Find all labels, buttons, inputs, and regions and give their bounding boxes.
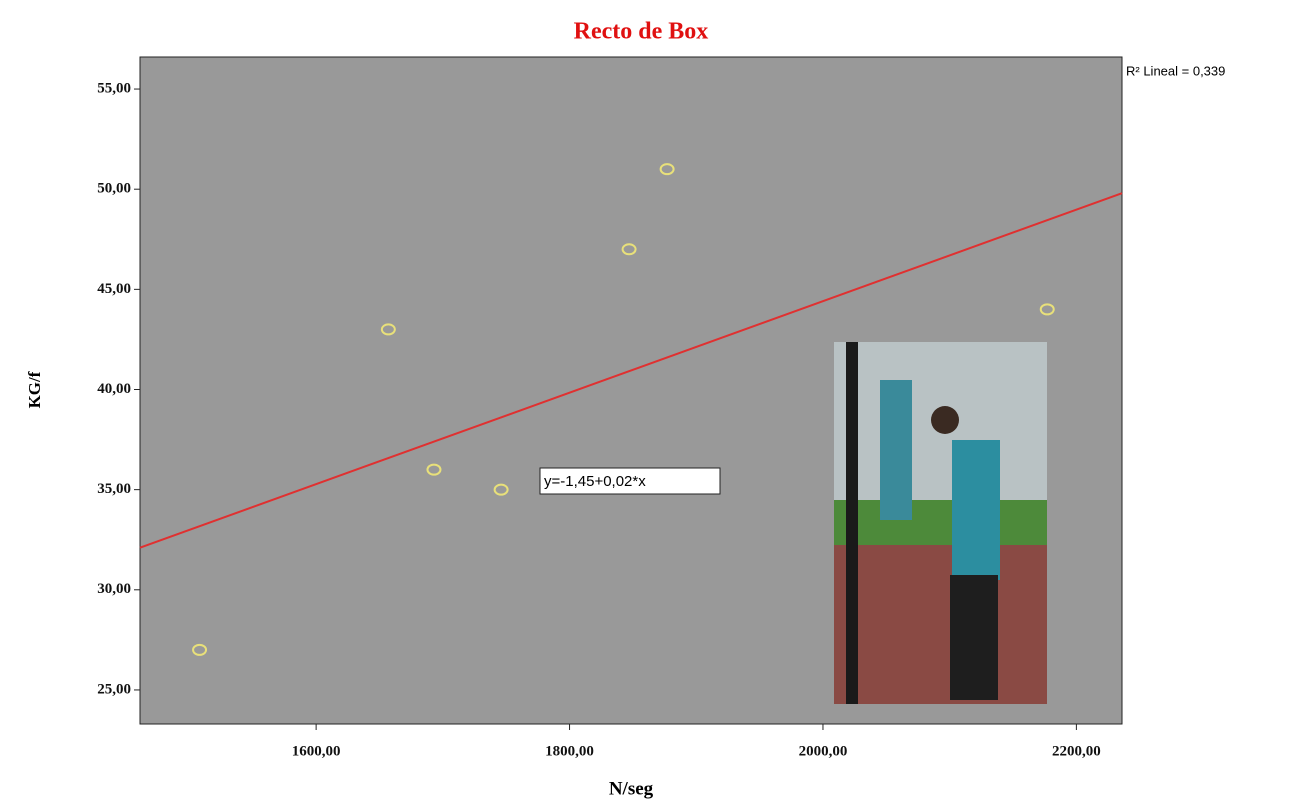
y-axis-label: KG/f [25, 371, 44, 408]
photo-pole [846, 342, 858, 704]
equation-box [539, 467, 721, 495]
equation-label: y=-1,45+0,02*x [544, 473, 646, 490]
r2-label: R² Lineal = 0,339 [1126, 63, 1225, 78]
x-tick-label: 2200,00 [1052, 743, 1101, 759]
photo-bag [880, 380, 912, 520]
y-tick-label: 45,00 [97, 281, 131, 297]
y-tick-label: 55,00 [97, 80, 131, 96]
x-tick-label: 1800,00 [545, 743, 594, 759]
x-tick-label: 1600,00 [292, 743, 341, 759]
x-tick-label: 2000,00 [799, 743, 848, 759]
y-tick-label: 40,00 [97, 381, 131, 397]
photo-legs [950, 575, 998, 700]
point [380, 323, 396, 336]
point [192, 643, 208, 656]
y-tick-label: 30,00 [97, 581, 131, 597]
point [426, 463, 442, 476]
fit-line [139, 192, 1123, 549]
y-tick-label: 50,00 [97, 181, 131, 197]
photo-floor [834, 540, 1047, 704]
chart-title: Recto de Box [574, 19, 709, 45]
x-axis-label: N/seg [609, 778, 654, 799]
point [1039, 303, 1055, 316]
photo-inset [834, 342, 1047, 704]
point [493, 483, 509, 496]
photo-wall [834, 500, 1047, 545]
y-tick-label: 35,00 [97, 481, 131, 497]
point [621, 243, 637, 256]
photo-person [952, 440, 1000, 580]
photo-head [931, 406, 959, 434]
point [659, 163, 675, 176]
y-tick-label: 25,00 [97, 681, 131, 697]
